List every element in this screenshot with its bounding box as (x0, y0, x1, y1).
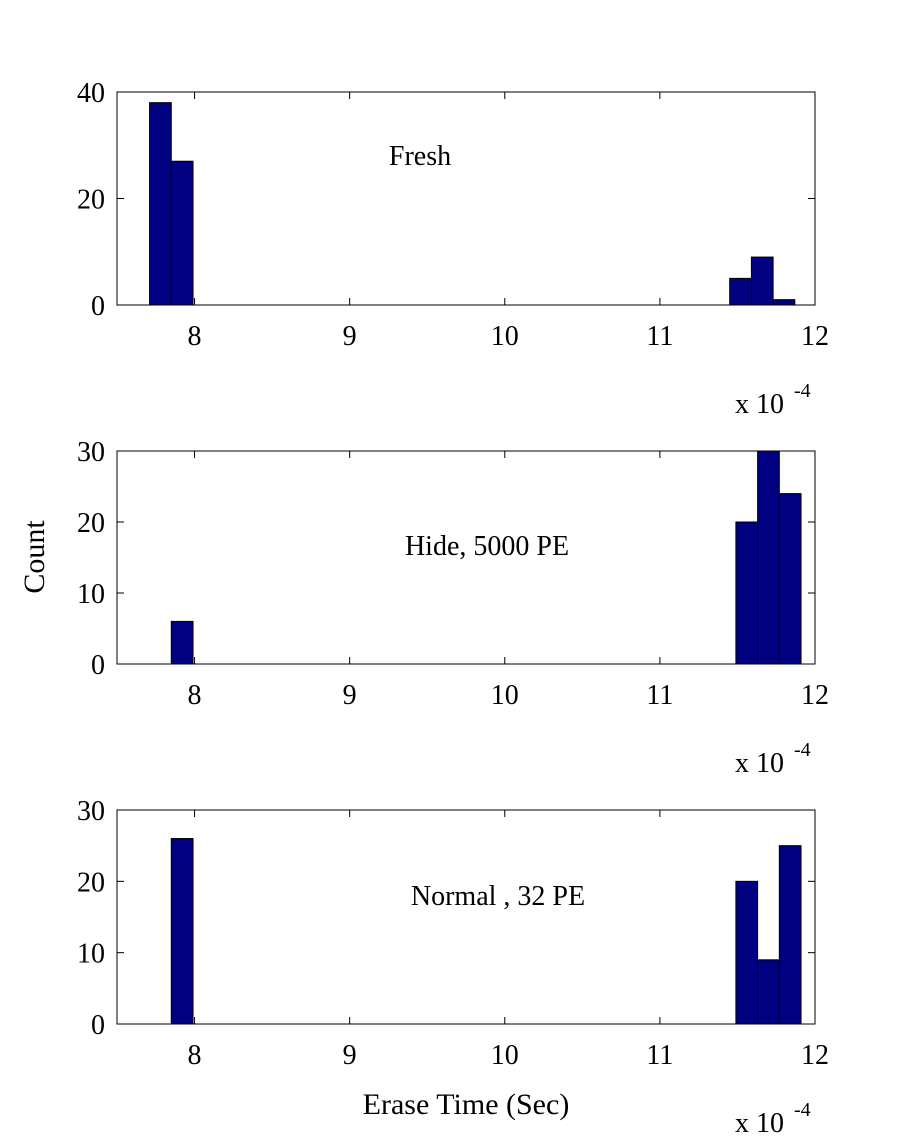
panel-hide-xtick-label-0: 8 (188, 680, 202, 711)
panel-hide-scale-base: x 10 (735, 748, 784, 779)
panel-hide-ytick-label-1: 10 (77, 579, 105, 610)
panel-hide-bar-0 (170, 620, 194, 665)
panel-hide-label: Hide, 5000 PE (405, 531, 569, 562)
panel-fresh-bar-0 (149, 102, 172, 306)
panel-fresh-xtick-label-2: 10 (491, 321, 519, 352)
panel-fresh-scale-exponent: -4 (794, 380, 811, 402)
panel-normal-xtick-label-2: 10 (491, 1040, 519, 1071)
panel-normal-scale-base: x 10 (735, 1108, 784, 1138)
panel-hide: Hide, 5000 PE x 10 -4 Count 8 9 10 11 12 0 10 2… (18, 437, 829, 779)
panel-normal-ytick-label-3: 30 (77, 796, 105, 827)
panel-hide-scale-exponent: -4 (794, 739, 811, 761)
panel-fresh-xtick-label-0: 8 (188, 321, 202, 352)
panel-hide-bar-3 (778, 493, 802, 665)
panel-hide-axes-frame (116, 450, 816, 665)
panel-normal: Normal , 32 PE Erase Time (Sec) x 10 -4 … (77, 796, 829, 1138)
panel-normal-ytick-label-0: 0 (91, 1010, 105, 1041)
panel-normal-label: Normal , 32 PE (411, 881, 585, 912)
panel-hide-ytick-label-3: 30 (77, 437, 105, 468)
panel-fresh-ytick-label-0: 0 (91, 291, 105, 322)
panel-normal-axes-frame (116, 809, 816, 1025)
panel-normal-xtick-label-0: 8 (188, 1040, 202, 1071)
x-axis-label: Erase Time (Sec) (363, 1088, 570, 1121)
panel-hide-bar-1 (735, 521, 759, 665)
panel-normal-ytick-label-1: 10 (77, 939, 105, 970)
panel-hide-xtick-label-3: 11 (646, 680, 673, 711)
panel-fresh-bar-3 (750, 256, 774, 306)
panel-normal-xtick-label-1: 9 (343, 1040, 357, 1071)
panel-hide-xtick-label-2: 10 (491, 680, 519, 711)
panel-fresh-scale-base: x 10 (735, 389, 784, 420)
panel-normal-xtick-label-4: 12 (801, 1040, 829, 1071)
panel-fresh-ytick-label-1: 20 (77, 185, 105, 216)
panel-normal-xtick-label-3: 11 (646, 1040, 673, 1071)
panel-fresh-bar-1 (170, 160, 194, 306)
panel-fresh-xtick-label-4: 12 (801, 321, 829, 352)
panel-hide-xtick-label-4: 12 (801, 680, 829, 711)
panel-hide-bar-2 (757, 450, 780, 665)
y-axis-label: Count (18, 520, 51, 594)
panel-normal-bar-3 (778, 845, 802, 1025)
panel-fresh-ytick-label-2: 40 (77, 78, 105, 109)
panel-fresh-bar-2 (729, 277, 752, 306)
panel-fresh-xtick-label-1: 9 (343, 321, 357, 352)
panel-hide-xtick-label-1: 9 (343, 680, 357, 711)
panel-normal-bar-2 (757, 959, 780, 1025)
panel-hide-ytick-label-2: 20 (77, 508, 105, 539)
panel-fresh-label: Fresh (389, 141, 451, 172)
panel-normal-scale-exponent: -4 (794, 1099, 811, 1121)
panel-normal-ytick-label-2: 20 (77, 867, 105, 898)
panel-fresh-xtick-label-3: 11 (646, 321, 673, 352)
panel-fresh-bar-4 (772, 299, 796, 306)
panel-hide-ytick-label-0: 0 (91, 650, 105, 681)
panel-normal-bar-0 (170, 838, 194, 1025)
panel-normal-bar-1 (735, 880, 759, 1025)
panel-fresh: Fresh x 10 -4 8 9 10 11 12 0 20 40 (77, 78, 829, 420)
